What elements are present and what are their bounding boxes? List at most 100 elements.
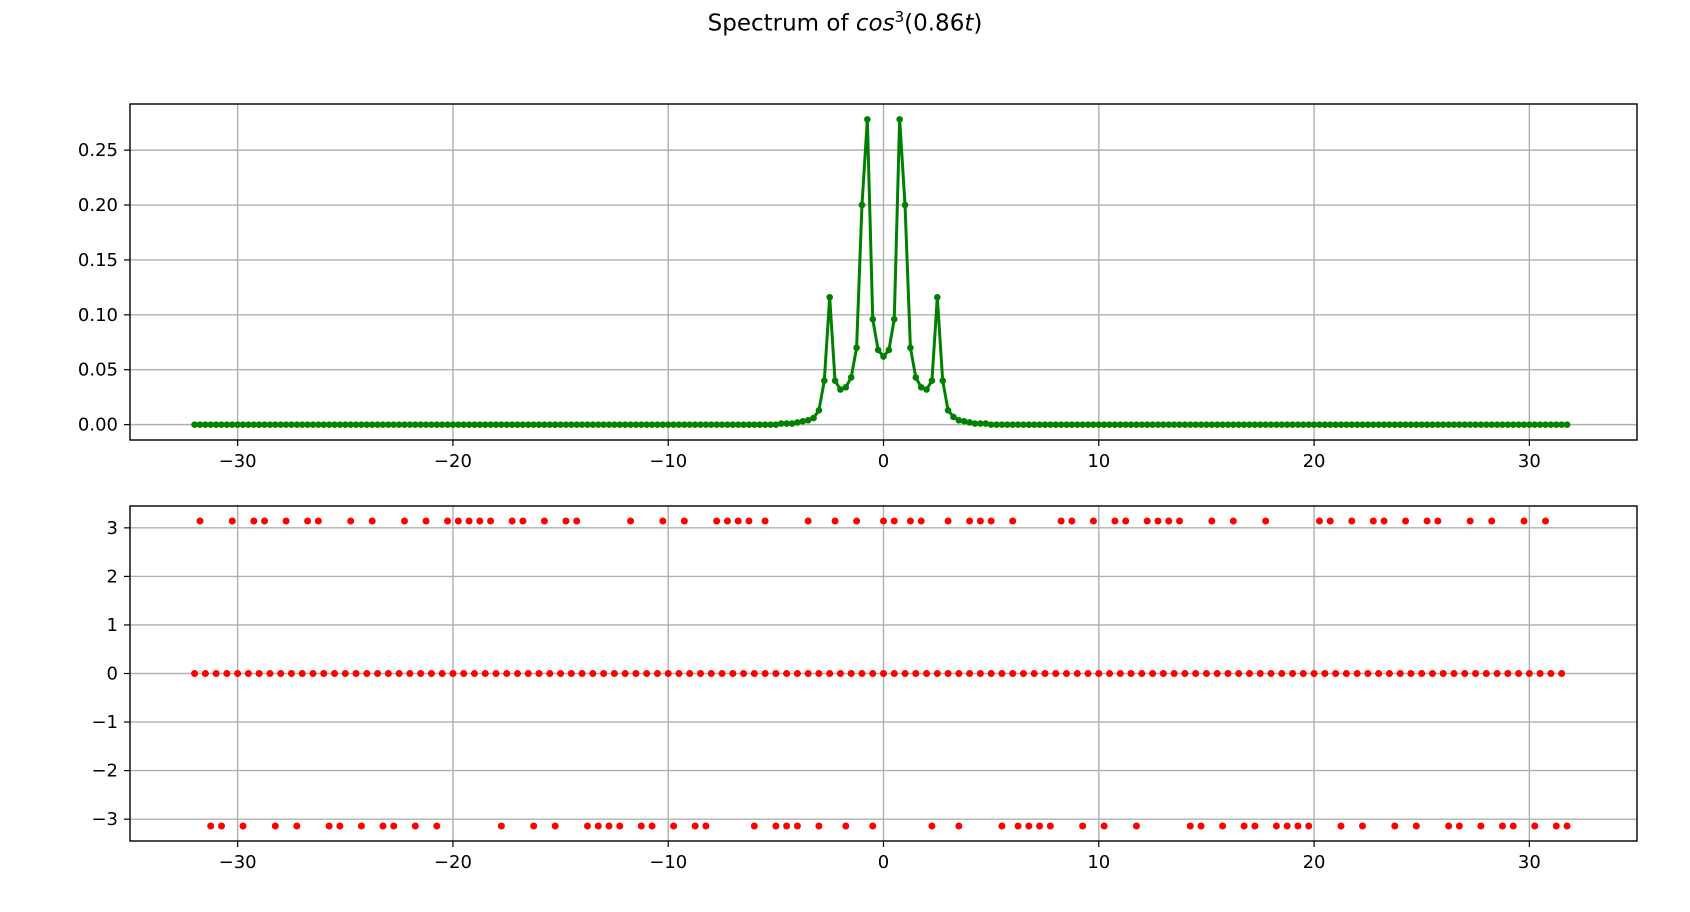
x-tick-label: 20 (1303, 852, 1326, 873)
magnitude-point (535, 421, 543, 428)
phase-point (207, 822, 215, 830)
title-power: 3 (894, 8, 905, 26)
magnitude-point (1052, 421, 1060, 428)
phase-point (1165, 517, 1173, 525)
magnitude-point (869, 315, 877, 323)
phase-point (228, 517, 236, 525)
phase-point (551, 822, 559, 830)
phase-point (1041, 670, 1049, 677)
phase-point (890, 670, 898, 677)
magnitude-point (864, 116, 871, 123)
phase-point (1122, 517, 1130, 525)
phase-point (314, 517, 322, 525)
magnitude-point (1396, 421, 1404, 428)
phase-point (998, 822, 1006, 830)
phase-point (750, 670, 758, 677)
phase-point (1525, 670, 1533, 677)
magnitude-point (1386, 421, 1393, 428)
phase-point (1396, 670, 1404, 677)
phase-point (1342, 670, 1350, 677)
magnitude-point (492, 421, 500, 428)
phase-point (1057, 517, 1065, 525)
phase-point (578, 670, 586, 677)
phase-point (444, 517, 452, 525)
phase-point (734, 517, 742, 525)
phase-point (923, 670, 931, 677)
phase-point (718, 670, 726, 677)
phase-point (1213, 670, 1221, 677)
phase-point (944, 517, 952, 525)
phase-point (1466, 517, 1474, 525)
magnitude-point (1208, 421, 1216, 428)
magnitude-point (1423, 421, 1431, 428)
magnitude-point (777, 420, 785, 427)
phase-point (1423, 517, 1431, 525)
phase-point (1116, 670, 1124, 677)
x-tick-label: 10 (1087, 852, 1110, 873)
magnitude-point (1456, 421, 1463, 428)
phase-point (287, 670, 295, 677)
x-tick: −30 (219, 440, 257, 472)
phase-point (675, 670, 683, 677)
phase-point (460, 670, 468, 677)
magnitude-point (255, 421, 263, 428)
magnitude-point (325, 421, 333, 428)
x-tick: −20 (434, 841, 472, 873)
phase-point (309, 670, 317, 677)
magnitude-point (363, 421, 371, 428)
phase-point (648, 822, 656, 830)
magnitude-point (422, 421, 430, 428)
magnitude-point (1439, 421, 1447, 428)
phase-point (880, 670, 887, 677)
phase-point (713, 517, 721, 525)
phase-point (702, 822, 710, 830)
magnitude-point (514, 421, 521, 428)
phase-point (1509, 822, 1517, 830)
x-tick: 10 (1087, 440, 1110, 472)
phase-point (659, 517, 667, 525)
magnitude-point (541, 421, 548, 428)
magnitude-point (320, 421, 328, 428)
magnitude-point (309, 421, 317, 428)
magnitude-point (971, 420, 979, 427)
phase-point (530, 822, 538, 830)
phase-point (1531, 822, 1539, 830)
phase-point (298, 670, 306, 677)
phase-point (255, 670, 263, 677)
phase-point (772, 670, 780, 677)
magnitude-point (944, 407, 952, 414)
magnitude-point (218, 421, 225, 428)
magnitude-point (874, 346, 882, 354)
magnitude-point (1138, 421, 1146, 428)
magnitude-point (998, 421, 1006, 428)
magnitude-point (1047, 421, 1054, 428)
phase-point (1025, 822, 1033, 830)
phase-point (503, 670, 511, 677)
magnitude-point (1326, 421, 1334, 428)
magnitude-point (503, 421, 511, 428)
magnitude-point (1203, 421, 1210, 428)
phase-point (1079, 822, 1087, 830)
x-tick: −20 (434, 440, 472, 472)
phase-point (1062, 670, 1070, 677)
phase-point (325, 822, 333, 830)
magnitude-point (1133, 421, 1140, 428)
magnitude-point (1251, 421, 1259, 428)
phase-point (320, 670, 328, 677)
magnitude-point (1310, 421, 1318, 428)
phase-point (282, 517, 290, 525)
phase-point (540, 517, 548, 525)
phase-point (519, 517, 527, 525)
phase-point (664, 670, 672, 677)
magnitude-point (304, 421, 311, 428)
title-var: t (964, 10, 974, 37)
magnitude-point (481, 421, 489, 428)
phase-point (1558, 670, 1566, 677)
y-tick: 0.15 (78, 250, 130, 271)
magnitude-point (702, 421, 710, 428)
phase-point (1073, 670, 1081, 677)
phase-point (1159, 670, 1167, 677)
phase-point (1472, 670, 1480, 677)
y-tick-label: 0.10 (78, 305, 118, 326)
